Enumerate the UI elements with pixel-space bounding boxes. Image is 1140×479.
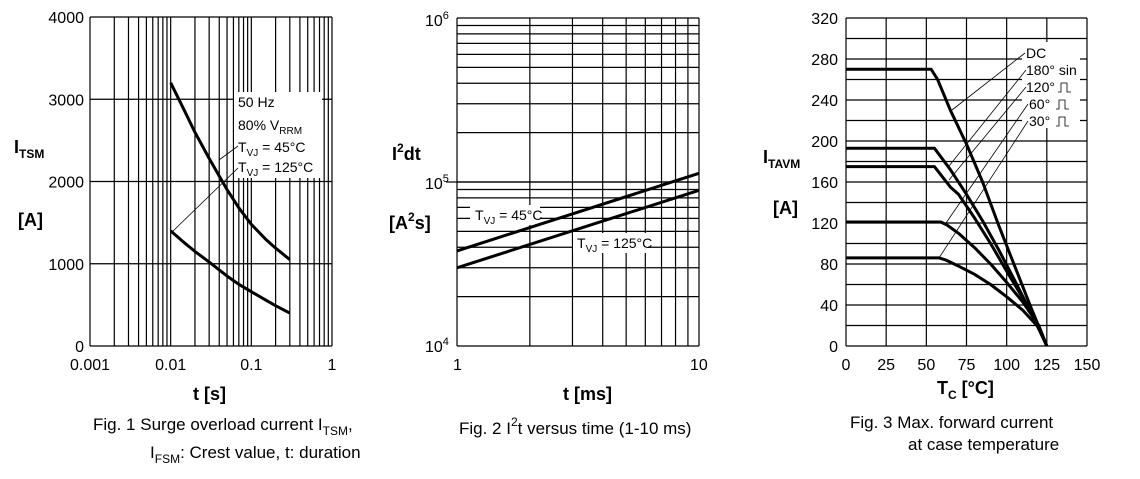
fig1-leader-45 — [218, 145, 239, 161]
fig1-x-tick: 0.01 — [155, 357, 186, 374]
fig3-curve — [846, 220, 1049, 347]
fig3-legend-120: 120° — [1026, 79, 1055, 95]
fig2-x-axis-label: t [ms] — [563, 384, 612, 404]
fig3-y-tick: 200 — [811, 134, 838, 151]
fig2-y-tick-1e4: 104 — [425, 336, 449, 356]
fig1-caption-line1: Fig. 1 Surge overload current ITSM, — [93, 415, 353, 438]
fig3-leader-180 — [948, 69, 1027, 167]
fig3-y-axis-unit: [A] — [773, 198, 798, 218]
fig1-y-axis-label: ITSM — [14, 137, 44, 161]
fig3-leader-dc — [951, 52, 1026, 111]
fig3-curve — [846, 256, 1049, 347]
fig2-x-tick-10: 10 — [690, 357, 708, 374]
fig1-y-axis-unit: [A] — [18, 210, 43, 230]
fig3-caption-line2: at case temperature — [908, 435, 1059, 454]
fig3-y-tick-labels: 0 40 80 120 160 200 240 280 320 — [811, 11, 838, 356]
fig1-y-tick: 3000 — [48, 92, 84, 109]
fig3-x-tick: 75 — [958, 357, 976, 374]
fig2-x-tick-1: 1 — [453, 357, 462, 374]
fig3-y-tick: 280 — [811, 52, 838, 69]
fig1-y-tick: 0 — [75, 339, 84, 356]
fig3-legend-bg — [1022, 42, 1080, 128]
fig1-curve — [169, 82, 291, 261]
fig1-y-tick: 2000 — [48, 175, 84, 192]
fig3-x-tick: 125 — [1033, 357, 1060, 374]
fig3-x-tick: 150 — [1074, 357, 1101, 374]
fig3-y-tick: 160 — [811, 175, 838, 192]
fig3-x-tick: 25 — [877, 357, 895, 374]
fig3-y-tick: 240 — [811, 93, 838, 110]
fig3-leader-30 — [938, 120, 1029, 259]
fig3-y-tick: 120 — [811, 216, 838, 233]
fig1-curve — [169, 229, 291, 315]
square-wave-icon — [1056, 99, 1069, 110]
fig1-annotation-45c: TVJ = 45°C — [238, 139, 305, 159]
fig3-x-tick: 50 — [917, 357, 935, 374]
fig3-y-tick: 80 — [820, 257, 838, 274]
fig1-x-axis-label: t [s] — [193, 384, 226, 404]
fig2-curve — [456, 171, 700, 253]
fig2-y-tick-1e5: 105 — [425, 173, 449, 193]
fig2-chart: TVJ = 45°C TVJ = 125°C 106 105 104 1 10 … — [389, 10, 708, 438]
fig2-label-bg-125 — [573, 233, 648, 253]
fig1-y-tick: 1000 — [48, 257, 84, 274]
fig3-x-tick: 100 — [993, 357, 1020, 374]
fig3-x-tick-labels: 0 25 50 75 100 125 150 — [842, 357, 1101, 374]
fig1-annotation-box — [234, 92, 322, 178]
fig3-legend-180-sin: 180° sin — [1026, 62, 1077, 78]
fig1-y-tick-labels: 0 1000 2000 3000 4000 — [48, 10, 84, 356]
fig3-y-tick: 40 — [820, 298, 838, 315]
fig3-x-axis-label: TC [°C] — [937, 378, 994, 402]
fig1-x-tick: 0.001 — [70, 357, 110, 374]
fig2-curve — [456, 188, 700, 270]
fig3-curves — [846, 67, 1049, 347]
fig3-y-tick: 320 — [811, 11, 838, 28]
fig1-x-tick: 0.1 — [240, 357, 262, 374]
fig3-leader-60 — [945, 103, 1029, 224]
square-wave-icon — [1056, 116, 1069, 127]
fig1-annotation-freq: 50 Hz — [238, 94, 275, 110]
fig3-legend-60: 60° — [1029, 96, 1050, 112]
fig3-curve — [846, 165, 1049, 347]
fig2-curves — [456, 171, 700, 270]
fig3-chart: 0 40 80 120 160 200 240 280 320 0 25 50 75 100 125 150… — [763, 11, 1100, 454]
fig2-label-bg-45 — [470, 205, 540, 225]
square-wave-icon — [1058, 82, 1071, 93]
fig1-x-tick: 1 — [328, 357, 337, 374]
fig1-y-tick: 4000 — [48, 10, 84, 27]
fig2-y-tick-1e6: 106 — [425, 10, 449, 30]
fig3-x-tick: 0 — [842, 357, 851, 374]
fig1-leader-125 — [171, 167, 239, 233]
fig3-y-tick: 0 — [829, 339, 838, 356]
fig2-y-axis-unit: [A2s] — [389, 210, 431, 233]
fig1-caption-line2: IFSM: Crest value, t: duration — [150, 443, 361, 466]
fig3-caption-line1: Fig. 3 Max. forward current — [850, 413, 1053, 432]
fig1-curves — [169, 82, 291, 315]
fig3-leader-120 — [948, 86, 1027, 181]
fig3-legend-dc: DC — [1026, 45, 1046, 61]
fig3-y-axis-label: ITAVM — [763, 147, 800, 171]
fig2-y-axis-label: I2dt — [392, 141, 421, 164]
fig1-grid — [89, 16, 333, 347]
fig1-x-tick-labels: 0.001 0.01 0.1 1 — [70, 357, 337, 374]
fig3-curve — [846, 67, 1049, 347]
fig2-grid — [456, 17, 700, 347]
fig3-legend-30: 30° — [1029, 113, 1050, 129]
fig2-caption: Fig. 2 I2t versus time (1-10 ms) — [459, 415, 691, 438]
